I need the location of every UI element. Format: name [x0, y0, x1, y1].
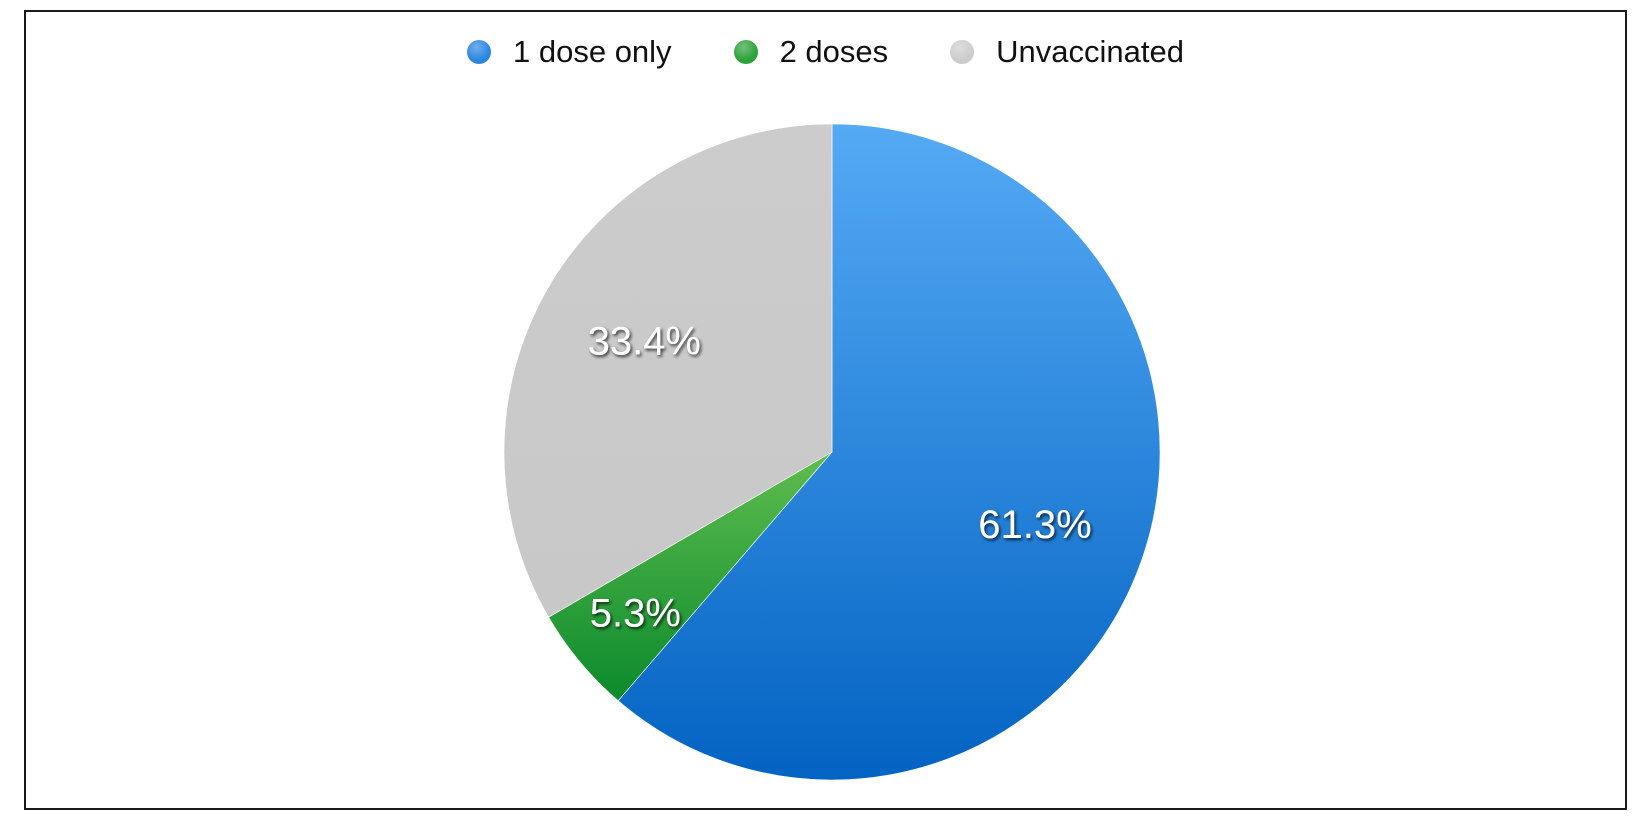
pie-slice-1-dose-only: [617, 123, 1161, 781]
legend-label-2-doses: 2 doses: [779, 34, 889, 69]
legend-swatch-unvaccinated: [950, 40, 975, 64]
legend-label-unvaccinated: Unvaccinated: [996, 34, 1184, 69]
slice-label-unvaccinated: 33.4%: [588, 320, 701, 364]
legend-item-1-dose-only: 1 dose only: [467, 34, 672, 70]
legend-swatch-2-doses: [733, 40, 758, 64]
legend: 1 dose only 2 doses Unvaccinated: [26, 34, 1625, 70]
legend-item-2-doses: 2 doses: [733, 34, 889, 70]
legend-swatch-1-dose-only: [467, 40, 491, 64]
slice-label-2-doses: 5.3%: [590, 591, 681, 635]
slice-label-1-dose-only: 61.3%: [978, 503, 1091, 547]
legend-label-1-dose-only: 1 dose only: [513, 34, 672, 69]
pie-slice-unvaccinated: [503, 123, 833, 618]
legend-item-unvaccinated: Unvaccinated: [950, 34, 1184, 70]
